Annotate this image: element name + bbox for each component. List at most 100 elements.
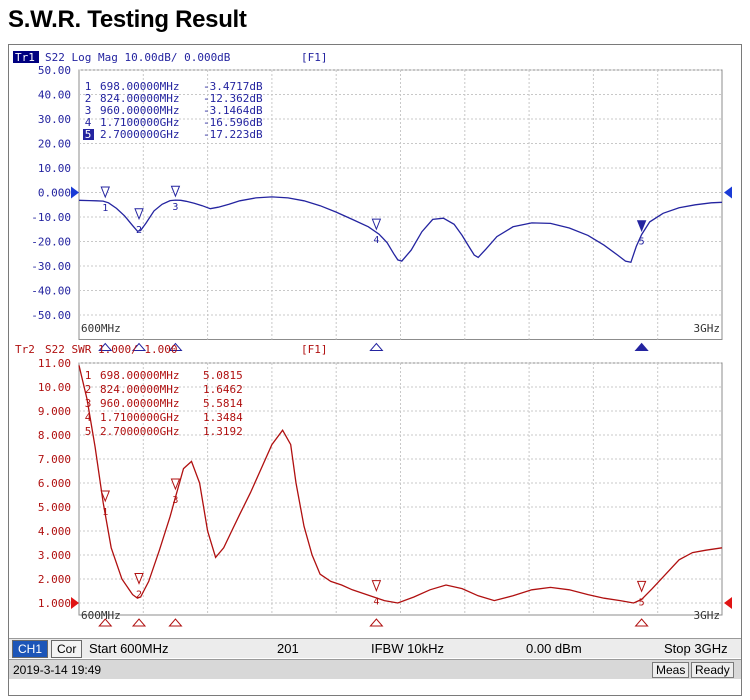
marker-readout-frequency: 698.00000MHz bbox=[100, 80, 179, 93]
marker-readout-value: 5.5814 bbox=[203, 397, 243, 410]
x-stop-label: 3GHz bbox=[694, 322, 721, 335]
trace-header: S22 Log Mag 10.00dB/ 0.000dB bbox=[45, 51, 231, 64]
network-analyzer-screen: Tr1 S22 Log Mag 10.00dB/ 0.000dB [F1] 5 0.00… bbox=[8, 44, 742, 696]
marker-readout-value: -16.596dB bbox=[203, 116, 263, 129]
y-tick-label: 11.00 bbox=[38, 357, 71, 370]
marker-readout-frequency: 1.7100000GHz bbox=[100, 411, 179, 424]
y-tick-label: 2.000 bbox=[38, 573, 71, 586]
y-tick-label: -40.00 bbox=[31, 285, 71, 298]
marker-readout-number: 4 bbox=[85, 116, 92, 129]
marker-readout-value: 1.3192 bbox=[203, 425, 243, 438]
marker-1-position-indicator bbox=[98, 342, 113, 351]
stop-frequency[interactable]: Stop 3GHz bbox=[664, 641, 728, 656]
marker-readout-value: 5.0815 bbox=[203, 369, 243, 382]
marker-4-position-indicator bbox=[369, 618, 384, 627]
y-tick-label: 4.000 bbox=[38, 525, 71, 538]
timestamp: 2019-3-14 19:49 bbox=[13, 662, 102, 677]
marker-readout-value: -17.223dB bbox=[203, 128, 263, 141]
marker-2-triangle bbox=[134, 208, 144, 221]
y-tick-label: 0.000 bbox=[38, 187, 71, 200]
marker-readout-frequency: 1.7100000GHz bbox=[100, 116, 179, 129]
marker-readout-frequency: 960.00000MHz bbox=[100, 397, 179, 410]
marker-3-position-indicator bbox=[168, 342, 183, 351]
marker-5-position-indicator bbox=[634, 618, 649, 627]
start-frequency[interactable]: Start 600MHz bbox=[89, 641, 169, 656]
cor-button[interactable]: Cor bbox=[51, 639, 83, 658]
marker-5-label: 5 bbox=[639, 237, 645, 248]
marker-4-position-indicator bbox=[369, 342, 384, 351]
active-marker-highlight bbox=[83, 129, 94, 140]
x-stop-label: 3GHz bbox=[694, 609, 721, 622]
marker-readout-frequency: 2.7000000GHz bbox=[100, 425, 179, 438]
meas-indicator[interactable]: Meas bbox=[652, 662, 690, 678]
marker-readout-number: 5 bbox=[85, 425, 92, 438]
marker-readout-value: -12.362dB bbox=[203, 92, 263, 105]
marker-readout-value: 1.6462 bbox=[203, 383, 243, 396]
trace-label: Tr2 bbox=[15, 343, 35, 356]
power-setting[interactable]: 0.00 dBm bbox=[526, 641, 582, 656]
y-tick-label: -20.00 bbox=[31, 236, 71, 249]
y-tick-label: 20.00 bbox=[38, 138, 71, 151]
ready-indicator: Ready bbox=[691, 662, 734, 678]
marker-5-label: 5 bbox=[639, 597, 645, 608]
reference-level-marker-right bbox=[724, 186, 732, 199]
marker-readout-value: -3.1464dB bbox=[203, 104, 263, 117]
marker-4-triangle bbox=[371, 218, 382, 231]
x-start-label: 600MHz bbox=[81, 322, 121, 335]
marker-1-label: 1 bbox=[102, 507, 108, 518]
y-tick-label: 5.000 bbox=[38, 501, 71, 514]
marker-1-label: 1 bbox=[102, 203, 108, 214]
y-tick-label: 6.000 bbox=[38, 477, 71, 490]
marker-3-label: 3 bbox=[172, 495, 178, 506]
marker-5-triangle bbox=[636, 220, 647, 233]
marker-readout-number: 3 bbox=[85, 397, 92, 410]
marker-3-label: 3 bbox=[172, 202, 178, 213]
marker-2-triangle bbox=[134, 572, 144, 585]
reference-level-marker-right bbox=[724, 597, 732, 609]
y-tick-label: 10.00 bbox=[38, 162, 71, 175]
page-title: S.W.R. Testing Result bbox=[8, 6, 247, 33]
reference-level-marker-left bbox=[71, 597, 79, 609]
marker-3-triangle bbox=[170, 478, 181, 491]
channel-tag: [F1] bbox=[301, 51, 328, 64]
marker-readout-number: 2 bbox=[85, 383, 92, 396]
marker-1-triangle bbox=[100, 186, 110, 199]
y-tick-label: 9.000 bbox=[38, 405, 71, 418]
ch1-button[interactable]: CH1 bbox=[12, 639, 49, 658]
y-tick-label: 3.000 bbox=[38, 549, 71, 562]
marker-2-position-indicator bbox=[131, 342, 147, 351]
y-tick-label: 1.000 bbox=[38, 597, 71, 610]
marker-readout-number: 3 bbox=[85, 104, 92, 117]
marker-2-label: 2 bbox=[136, 225, 142, 236]
marker-5-position-indicator bbox=[634, 342, 649, 351]
marker-readout-number: 5 bbox=[85, 128, 92, 141]
trace-line bbox=[78, 365, 723, 604]
y-tick-label: 10.00 bbox=[38, 381, 71, 394]
marker-readout-value: 1.3484 bbox=[203, 411, 243, 424]
chart-area: Tr1 S22 Log Mag 10.00dB/ 0.000dB [F1] 5 0.00… bbox=[13, 51, 732, 627]
marker-3-position-indicator bbox=[168, 618, 183, 627]
y-tick-label: 40.00 bbox=[38, 89, 71, 102]
marker-readout-number: 1 bbox=[85, 80, 92, 93]
reference-level-marker-left bbox=[71, 186, 79, 199]
ifbw-setting[interactable]: IFBW 10kHz bbox=[371, 641, 444, 656]
y-tick-label: -30.00 bbox=[31, 260, 71, 273]
marker-readout-frequency: 824.00000MHz bbox=[100, 383, 179, 396]
system-status-bar: 2019-3-14 19:49 Meas Ready bbox=[9, 659, 741, 679]
trace-header: S22 SWR 1.000/ 1.000 bbox=[45, 343, 177, 356]
sweep-points[interactable]: 201 bbox=[277, 641, 299, 656]
marker-readout-value: -3.4717dB bbox=[203, 80, 263, 93]
y-tick-label: -50.00 bbox=[31, 309, 71, 322]
trace-label: Tr1 bbox=[15, 51, 35, 64]
y-tick-label: 8.000 bbox=[38, 429, 71, 442]
marker-1-triangle bbox=[100, 490, 110, 503]
marker-4-label: 4 bbox=[373, 597, 379, 608]
y-tick-label: 7.000 bbox=[38, 453, 71, 466]
channel-status-bar: CH1 Cor Start 600MHz 201 IFBW 10kHz 0.00… bbox=[9, 638, 741, 658]
swr-chart: Tr2 S22 SWR 1.000/ 1.000 [F1] 11.00 10.00 9.0… bbox=[15, 343, 732, 627]
marker-readout-number: 4 bbox=[85, 411, 92, 424]
y-tick-label: 30.00 bbox=[38, 113, 71, 126]
trace-label-highlight bbox=[13, 51, 39, 63]
trace-line bbox=[78, 196, 723, 264]
